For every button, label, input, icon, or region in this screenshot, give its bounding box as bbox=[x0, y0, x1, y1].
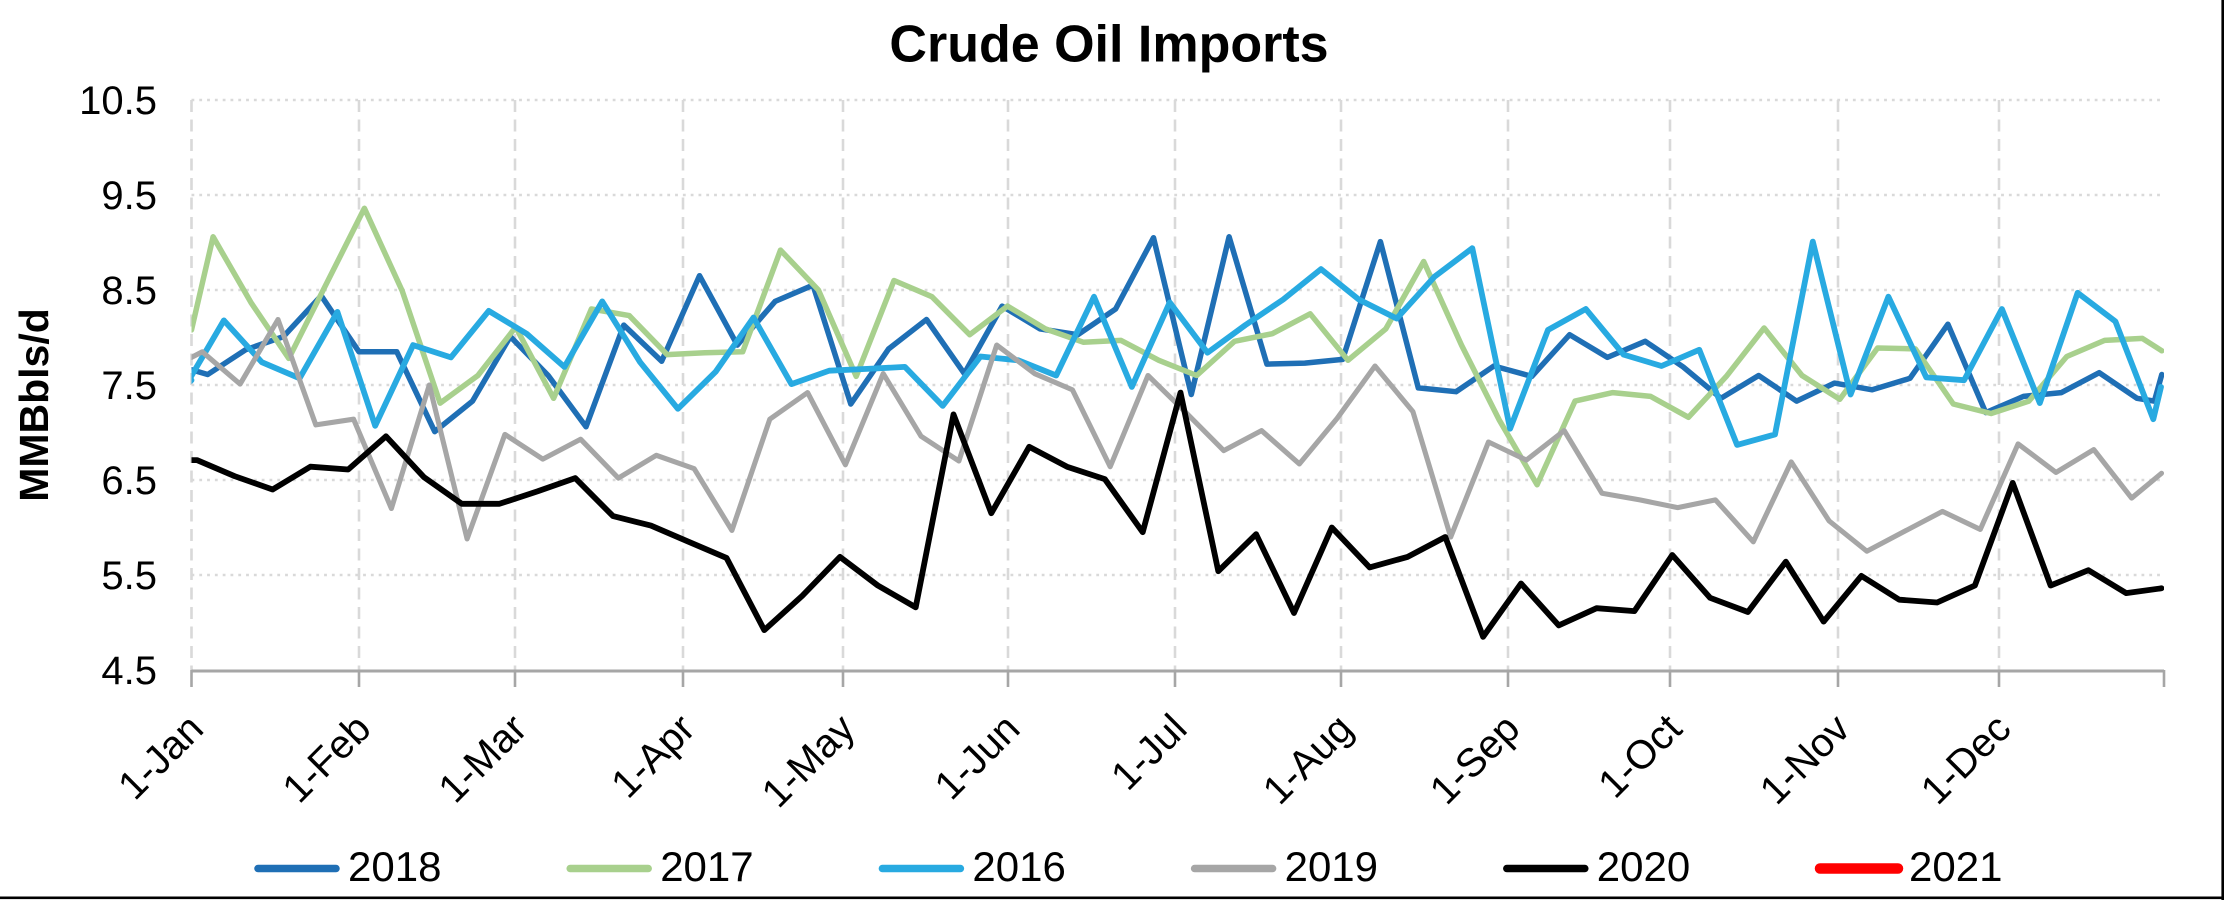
svg-text:8.5: 8.5 bbox=[101, 269, 157, 313]
svg-text:10.5: 10.5 bbox=[79, 79, 157, 123]
svg-text:2018: 2018 bbox=[348, 843, 441, 890]
svg-text:7.5: 7.5 bbox=[101, 364, 157, 408]
svg-text:2020: 2020 bbox=[1597, 843, 1690, 890]
svg-text:5.5: 5.5 bbox=[101, 554, 157, 598]
svg-text:6.5: 6.5 bbox=[101, 459, 157, 503]
svg-text:Crude Oil Imports: Crude Oil Imports bbox=[889, 16, 1328, 74]
svg-text:2019: 2019 bbox=[1285, 843, 1378, 890]
svg-text:MMBbls/d: MMBbls/d bbox=[11, 308, 57, 502]
svg-text:2017: 2017 bbox=[660, 843, 753, 890]
svg-text:9.5: 9.5 bbox=[101, 174, 157, 218]
svg-text:4.5: 4.5 bbox=[101, 649, 157, 693]
svg-text:2016: 2016 bbox=[972, 843, 1065, 890]
svg-text:2021: 2021 bbox=[1909, 843, 2002, 890]
